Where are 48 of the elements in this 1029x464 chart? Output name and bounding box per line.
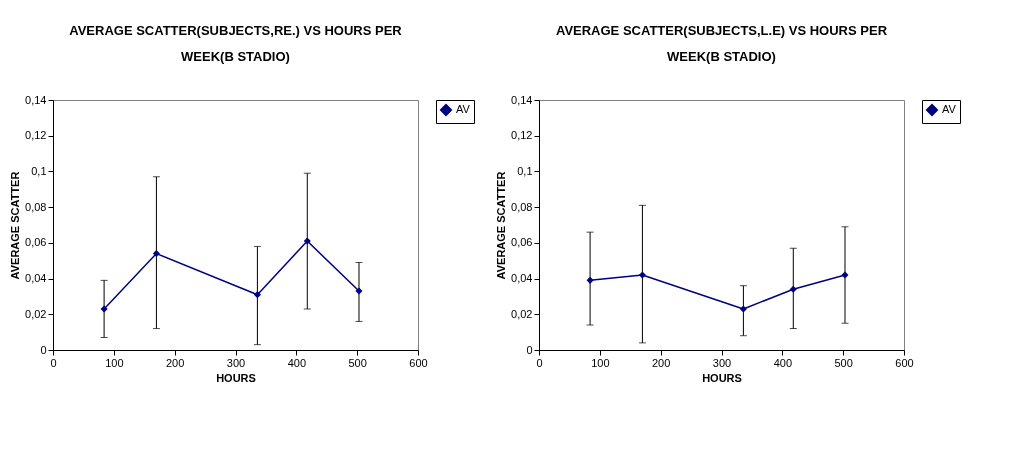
y-tick-label: 0,02 [511,307,533,320]
y-tick-label: 0,1 [517,164,533,177]
y-tick-label: 0,04 [511,272,533,285]
point [586,276,594,284]
x-tick-label: 500 [834,356,853,369]
y-tick-label: 0,06 [511,236,533,249]
point [789,285,797,293]
y-tick-label: 0,02 [25,307,47,320]
y-tick-label: 0,04 [25,272,47,285]
point [841,271,849,279]
x-tick-label: 0 [50,356,57,369]
y-tick-label: 0 [40,343,47,356]
point [253,291,261,299]
y-tick-label: 0 [526,343,533,356]
x-tick-label: 400 [287,356,307,369]
point [638,271,646,279]
y-tick-label: 0,08 [25,200,47,213]
y-tick-label: 0,06 [25,236,47,249]
y-tick-label: 0,12 [511,129,533,142]
x-tick-label: 0 [536,356,543,369]
point [152,250,160,258]
y-axis-title: AVERAGE SCATTER [495,171,508,280]
point [739,305,747,313]
y-tick-label: 0,14 [511,93,533,106]
chart-title: AVERAGE SCATTER(SUBJECTS,RE.) VS HOURS PER WEEK(B STADIO) [69,23,403,64]
x-tick-label: 600 [895,356,914,369]
x-axis-title: HOURS [216,371,256,384]
x-tick-label: 100 [105,356,124,369]
x-tick-label: 300 [226,356,246,369]
y-tick-label: 0,08 [511,200,533,213]
x-axis-title: HOURS [702,371,742,384]
chart-title: AVERAGE SCATTER(SUBJECTS,L.E) VS HOURS PER WEEK(B STADIO) [555,23,888,64]
point [303,237,311,245]
x-tick-label: 200 [165,356,185,369]
y-tick-label: 0,1 [31,164,47,177]
x-tick-label: 300 [712,356,732,369]
x-tick-label: 200 [651,356,671,369]
y-tick-label: 0,14 [25,93,47,106]
legend-label: AV [456,103,471,115]
point [355,287,363,295]
y-axis-title: AVERAGE SCATTER [9,171,22,280]
x-tick-label: 600 [409,356,428,369]
x-tick-label: 400 [773,356,793,369]
x-tick-label: 100 [591,356,610,369]
x-tick-label: 500 [348,356,367,369]
y-tick-label: 0,12 [25,129,47,142]
point [100,305,108,313]
legend-label: AV [942,103,957,115]
